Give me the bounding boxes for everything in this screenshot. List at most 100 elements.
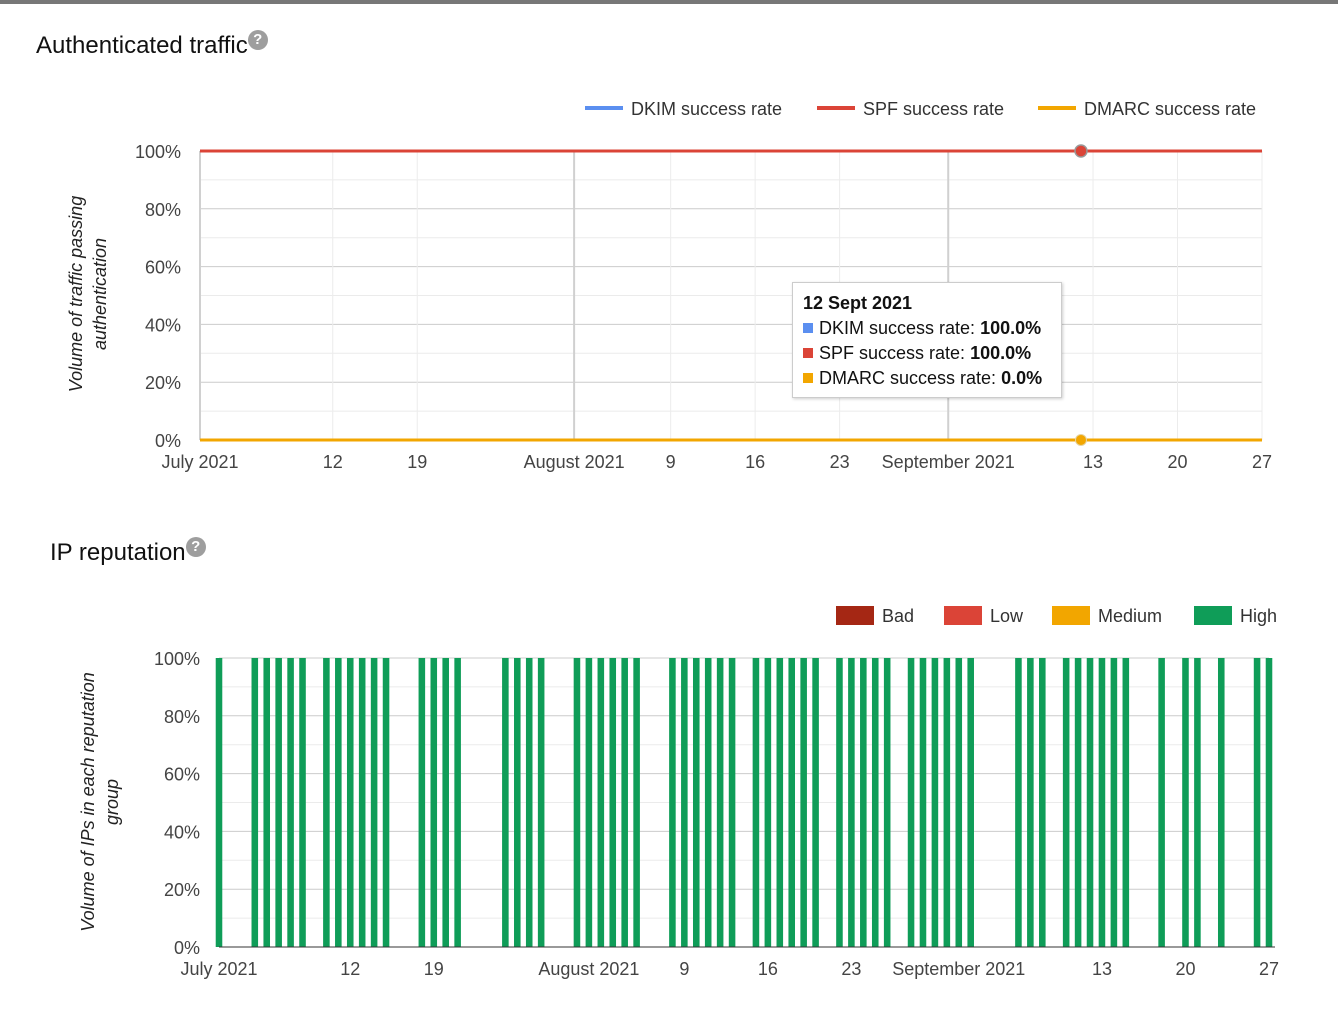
bar-high[interactable] [442, 658, 449, 947]
ip-y-tick-label: 80% [164, 707, 200, 727]
bar-high[interactable] [871, 658, 879, 947]
bar-high[interactable] [788, 658, 796, 947]
highlight-point-dmarc[interactable] [1074, 434, 1087, 446]
bar-high[interactable] [454, 658, 461, 947]
bar-high[interactable] [323, 658, 330, 947]
bar-high[interactable] [537, 658, 545, 947]
bar-high[interactable] [919, 658, 927, 947]
bar-high[interactable] [1039, 658, 1046, 947]
bar-high[interactable] [776, 658, 784, 947]
legend-box-swatch [1194, 606, 1232, 625]
legend-line-swatch [585, 106, 623, 110]
bar-high[interactable] [609, 658, 617, 947]
bar-high[interactable] [382, 658, 390, 947]
bar-high[interactable] [800, 658, 807, 947]
bar-high[interactable] [358, 658, 366, 947]
bar-high[interactable] [764, 658, 772, 947]
bar-high[interactable] [215, 658, 223, 947]
bar-high[interactable] [1265, 658, 1273, 947]
bar-high[interactable] [275, 658, 282, 947]
bar-high[interactable] [263, 658, 271, 947]
bar-high[interactable] [1182, 658, 1189, 947]
ip-x-tick-label: 27 [1259, 959, 1279, 979]
bar-high[interactable] [502, 658, 509, 947]
bar-high[interactable] [430, 658, 438, 947]
legend-label: DKIM success rate [631, 99, 783, 119]
dkim-swatch [803, 323, 813, 333]
bar-high[interactable] [1098, 658, 1106, 947]
help-icon[interactable]: ? [185, 537, 206, 557]
bar-high[interactable] [621, 658, 628, 947]
auth-chart-title: Authenticated traffic? [36, 30, 268, 60]
legend-item-1[interactable]: SPF success rate [817, 99, 1004, 120]
bar-high[interactable] [346, 658, 354, 947]
tooltip-date: 12 Sept 2021 [803, 293, 913, 313]
bar-high[interactable] [883, 658, 891, 947]
bar-high[interactable] [597, 658, 605, 947]
bar-high[interactable] [1122, 658, 1130, 947]
bar-high[interactable] [585, 658, 593, 947]
bar-high[interactable] [335, 658, 342, 947]
bar-high[interactable] [669, 658, 676, 947]
bar-high[interactable] [1158, 658, 1165, 947]
bar-high[interactable] [525, 658, 533, 947]
bar-high[interactable] [931, 658, 939, 947]
legend-label: SPF success rate [863, 99, 1005, 119]
bar-high[interactable] [943, 658, 951, 947]
bar-high[interactable] [728, 658, 736, 947]
bar-high[interactable] [418, 658, 426, 947]
legend-box-swatch [944, 606, 982, 625]
bar-high[interactable] [1194, 658, 1201, 947]
legend-item-bad[interactable]: Bad [836, 606, 914, 627]
bar-high[interactable] [287, 658, 294, 947]
legend-item-2[interactable]: DMARC success rate [1038, 99, 1256, 120]
help-icon[interactable]: ? [247, 30, 268, 50]
ip-x-tick-label: 12 [340, 959, 360, 979]
bar-high[interactable] [514, 658, 521, 947]
tooltip-spf-value: 100.0% [970, 343, 1032, 363]
tooltip-row-dmarc: DMARC success rate: 0.0% [803, 366, 1051, 391]
bar-high[interactable] [836, 658, 843, 947]
highlight-point-spf[interactable] [1074, 144, 1088, 158]
bar-high[interactable] [860, 658, 867, 947]
ip-y-tick-label: 20% [164, 880, 200, 900]
bar-high[interactable] [1086, 658, 1094, 947]
bar-high[interactable] [752, 658, 760, 947]
bar-high[interactable] [633, 658, 640, 947]
bar-high[interactable] [848, 658, 855, 947]
bar-high[interactable] [812, 658, 819, 947]
legend-label: High [1240, 606, 1278, 626]
ip-x-tick-label: 9 [679, 959, 689, 979]
auth-y-tick-label: 100% [135, 142, 181, 162]
bar-high[interactable] [370, 658, 378, 947]
bar-high[interactable] [716, 658, 724, 947]
bar-high[interactable] [299, 658, 306, 947]
bar-high[interactable] [1217, 658, 1225, 947]
ip-y-tick-label: 40% [164, 822, 200, 842]
legend-item-0[interactable]: DKIM success rate [585, 99, 782, 120]
bar-high[interactable] [692, 658, 700, 947]
bar-high[interactable] [573, 658, 581, 947]
auth-chart-title-text: Authenticated traffic [36, 32, 248, 59]
auth-x-tick-label: 16 [745, 452, 765, 472]
bar-high[interactable] [967, 658, 974, 947]
bar-high[interactable] [1110, 658, 1118, 947]
bar-high[interactable] [704, 658, 712, 947]
bar-high[interactable] [1074, 658, 1082, 947]
legend-item-medium[interactable]: Medium [1052, 606, 1162, 627]
ip-y-tick-label: 0% [174, 938, 200, 958]
bar-high[interactable] [251, 658, 259, 947]
bar-high[interactable] [1027, 658, 1034, 947]
legend-box-swatch [1052, 606, 1090, 625]
ip-chart-title-text: IP reputation [50, 539, 186, 566]
bar-high[interactable] [1062, 658, 1070, 947]
legend-item-low[interactable]: Low [944, 606, 1023, 627]
bar-high[interactable] [907, 658, 915, 947]
bar-high[interactable] [955, 658, 963, 947]
bar-high[interactable] [681, 658, 688, 947]
auth-y-tick-label: 40% [145, 315, 181, 335]
bar-high[interactable] [1015, 658, 1022, 947]
bar-high[interactable] [1253, 658, 1261, 947]
legend-item-high[interactable]: High [1194, 606, 1277, 627]
